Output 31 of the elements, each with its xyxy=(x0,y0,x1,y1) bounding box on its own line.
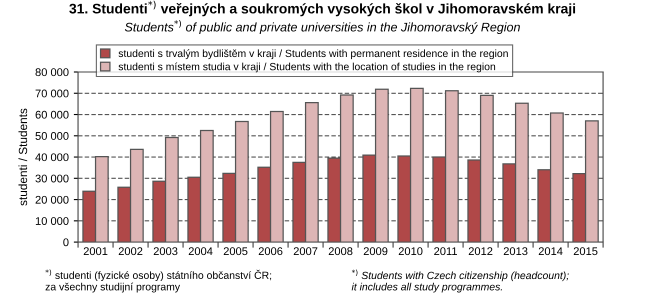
x-tick-label: 2005 xyxy=(224,247,248,256)
y-tick-label: 20 000 xyxy=(36,196,69,204)
x-tick-label: 2001 xyxy=(84,247,108,256)
y-tick-label: 70 000 xyxy=(36,90,69,98)
x-tick-label: 2007 xyxy=(294,247,318,256)
legend-label: studenti s místem studia v kraji / Students with the location of studies in the region xyxy=(118,62,496,72)
chart-title: 31. Studenti$^{*)}$ veřejných a soukromých vysokých škol v Jihomoravském kraji xyxy=(69,0,576,16)
y-tick-label: 10 000 xyxy=(36,217,69,225)
x-tick-label: 2015 xyxy=(574,247,598,256)
y-tick-label: 30 000 xyxy=(35,174,69,182)
x-tick-label: 2010 xyxy=(398,247,422,256)
y-tick-label: 80 000 xyxy=(36,68,69,76)
x-tick-label: 2004 xyxy=(188,247,213,256)
chart-subtitle: Students$^{*)}$ of public and private universities in the Jihomoravský Region xyxy=(124,20,520,34)
x-tick-label: 2002 xyxy=(118,247,142,256)
x-tick-label: 2008 xyxy=(328,247,352,256)
y-axis-title: studenti / Students xyxy=(18,108,28,206)
x-tick-label: 2009 xyxy=(364,247,388,256)
text: $^{*)}$ Students with Czech citizenship (headcount); it includes all study programmes. xyxy=(352,270,569,292)
x-tick-label: 2013 xyxy=(504,247,528,256)
x-tick-label: 2012 xyxy=(468,247,492,256)
y-tick-label: 0 xyxy=(63,238,69,246)
x-tick-label: 2006 xyxy=(258,247,282,256)
x-tick-label: 2003 xyxy=(154,247,178,256)
y-tick-label: 60 000 xyxy=(36,110,69,119)
legend-label: studenti s trvalým bydlištěm v kraji / Students with permanent residence in the region xyxy=(118,49,508,60)
y-tick-label: 50 000 xyxy=(35,132,69,140)
text: $^{*)}$ studenti (fyzické osoby) státního občanství ČR; za všechny studijní programy xyxy=(45,269,272,292)
y-tick-label: 40 000 xyxy=(35,153,69,162)
x-tick-label: 2014 xyxy=(538,247,563,256)
x-tick-label: 2011 xyxy=(434,247,457,256)
